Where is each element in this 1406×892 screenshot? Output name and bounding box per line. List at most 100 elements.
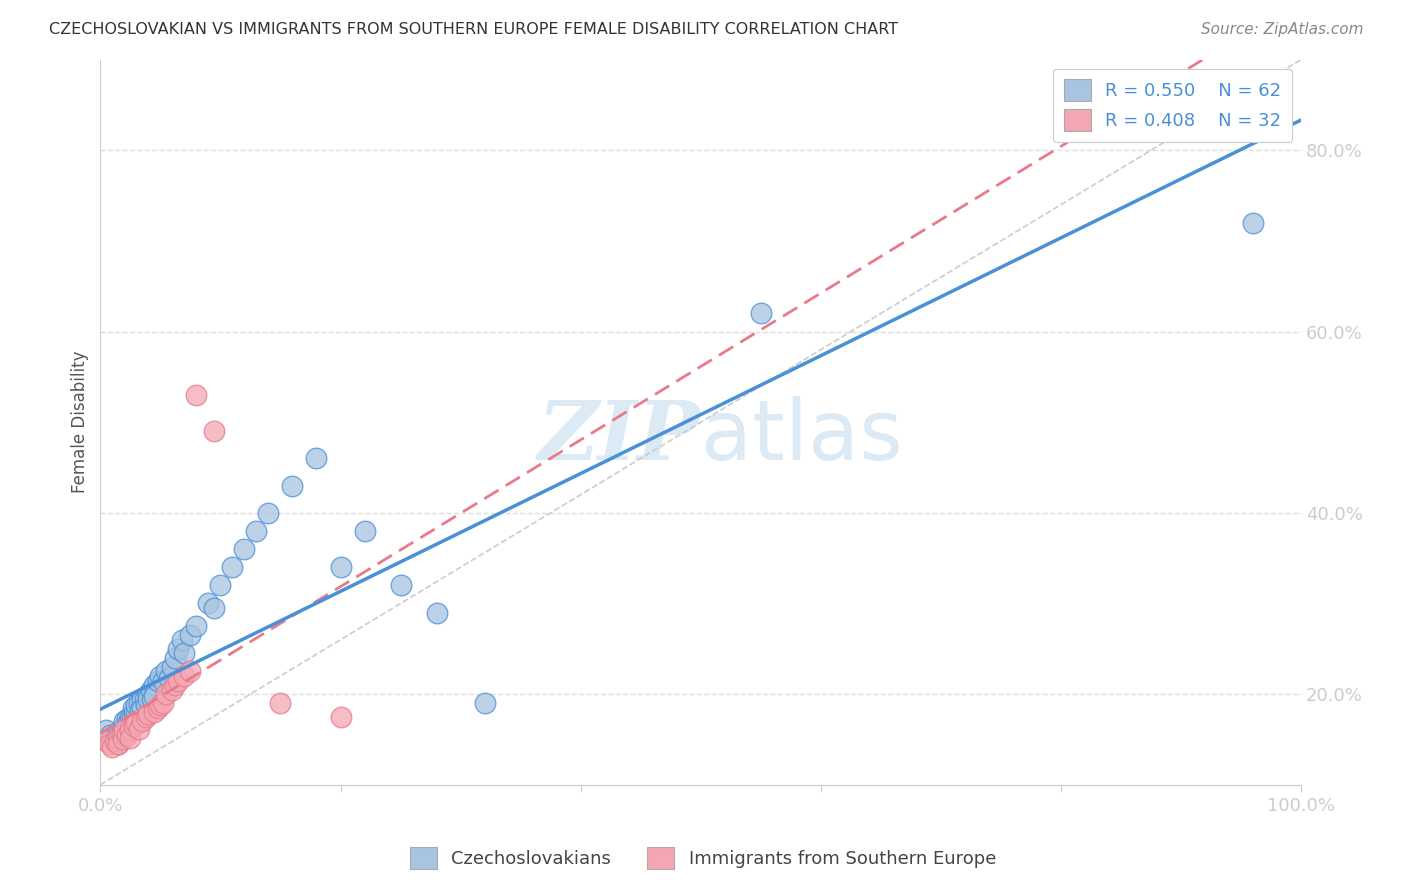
Point — [101, 739, 124, 754]
Point — [162, 682, 184, 697]
Point — [138, 691, 160, 706]
Point — [112, 723, 135, 738]
Point — [131, 700, 153, 714]
Point — [149, 698, 172, 712]
Legend: R = 0.550    N = 62, R = 0.408    N = 32: R = 0.550 N = 62, R = 0.408 N = 32 — [1053, 69, 1292, 142]
Point — [121, 710, 143, 724]
Point — [98, 728, 121, 742]
Point — [135, 710, 157, 724]
Point — [131, 691, 153, 706]
Point — [115, 723, 138, 738]
Point — [167, 641, 190, 656]
Point — [107, 725, 129, 739]
Point — [125, 716, 148, 731]
Point — [125, 698, 148, 712]
Point — [173, 646, 195, 660]
Point — [120, 719, 142, 733]
Point — [163, 651, 186, 665]
Point — [329, 560, 352, 574]
Point — [389, 578, 412, 592]
Point — [107, 732, 129, 747]
Point — [115, 713, 138, 727]
Point — [233, 542, 256, 557]
Point — [157, 671, 180, 685]
Point — [281, 478, 304, 492]
Point — [104, 734, 127, 748]
Point — [149, 669, 172, 683]
Point — [146, 700, 169, 714]
Point — [204, 424, 226, 438]
Text: Source: ZipAtlas.com: Source: ZipAtlas.com — [1201, 22, 1364, 37]
Legend: Czechoslovakians, Immigrants from Southern Europe: Czechoslovakians, Immigrants from Southe… — [401, 838, 1005, 879]
Point — [749, 306, 772, 320]
Point — [245, 524, 267, 538]
Point — [96, 723, 118, 738]
Point — [170, 632, 193, 647]
Point — [111, 728, 134, 742]
Point — [134, 691, 156, 706]
Point — [112, 732, 135, 747]
Point — [152, 673, 174, 688]
Point — [162, 660, 184, 674]
Point — [353, 524, 375, 538]
Point — [143, 678, 166, 692]
Point — [143, 689, 166, 703]
Point — [179, 628, 201, 642]
Point — [138, 707, 160, 722]
Point — [104, 734, 127, 748]
Point — [305, 451, 328, 466]
Text: atlas: atlas — [700, 396, 903, 477]
Point — [269, 696, 291, 710]
Point — [112, 719, 135, 733]
Point — [426, 606, 449, 620]
Point — [257, 506, 280, 520]
Point — [179, 665, 201, 679]
Point — [122, 705, 145, 719]
Point — [131, 714, 153, 729]
Point — [107, 737, 129, 751]
Point — [96, 734, 118, 748]
Text: ZIP: ZIP — [538, 397, 700, 476]
Point — [152, 696, 174, 710]
Point — [120, 710, 142, 724]
Point — [209, 578, 232, 592]
Point — [146, 673, 169, 688]
Point — [1241, 216, 1264, 230]
Point — [104, 731, 127, 745]
Point — [197, 597, 219, 611]
Point — [122, 719, 145, 733]
Point — [139, 682, 162, 697]
Point — [167, 673, 190, 688]
Point — [474, 696, 496, 710]
Point — [107, 737, 129, 751]
Point — [128, 722, 150, 736]
Point — [129, 702, 152, 716]
Y-axis label: Female Disability: Female Disability — [72, 351, 89, 493]
Point — [329, 710, 352, 724]
Point — [143, 705, 166, 719]
Point — [141, 691, 163, 706]
Point — [155, 665, 177, 679]
Point — [173, 669, 195, 683]
Point — [117, 716, 139, 731]
Point — [120, 723, 142, 738]
Point — [98, 737, 121, 751]
Point — [221, 560, 243, 574]
Point — [204, 601, 226, 615]
Point — [122, 714, 145, 729]
Point — [101, 732, 124, 747]
Point — [120, 731, 142, 745]
Point — [155, 687, 177, 701]
Point — [111, 722, 134, 736]
Point — [186, 388, 208, 402]
Point — [138, 687, 160, 701]
Text: CZECHOSLOVAKIAN VS IMMIGRANTS FROM SOUTHERN EUROPE FEMALE DISABILITY CORRELATION: CZECHOSLOVAKIAN VS IMMIGRANTS FROM SOUTH… — [49, 22, 898, 37]
Point — [115, 728, 138, 742]
Point — [112, 728, 135, 742]
Point — [121, 700, 143, 714]
Point — [128, 696, 150, 710]
Point — [186, 619, 208, 633]
Point — [125, 707, 148, 722]
Point — [112, 714, 135, 729]
Point — [135, 698, 157, 712]
